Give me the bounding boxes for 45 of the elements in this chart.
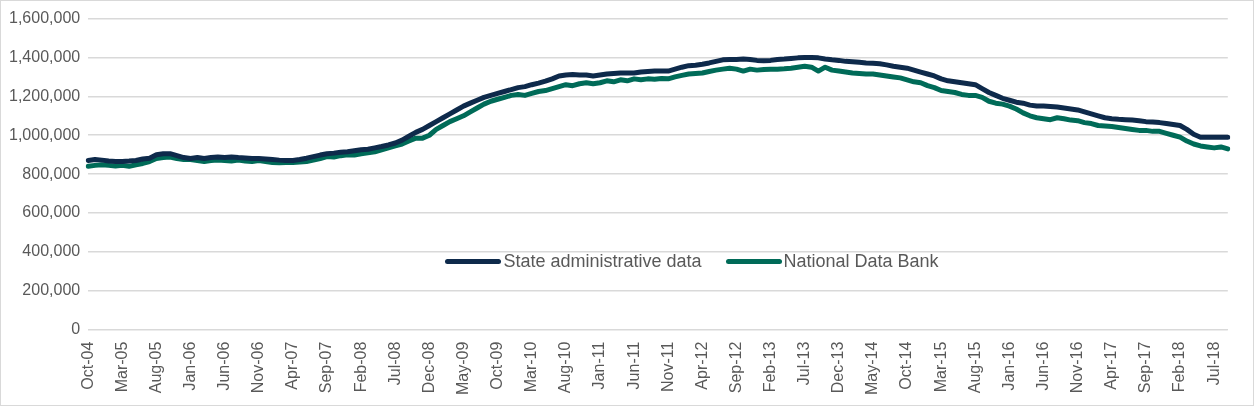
x-tick-label: Jan-11 xyxy=(590,341,608,390)
x-tick-label: Nov-11 xyxy=(658,341,676,393)
y-tick-label: 800,000 xyxy=(22,164,81,182)
x-tick-label: Feb-08 xyxy=(351,341,369,393)
x-tick-label: Dec-13 xyxy=(829,341,847,394)
x-tick-label: Nov-06 xyxy=(249,341,267,394)
x-tick-label: Apr-17 xyxy=(1102,341,1120,390)
y-tick-label: 400,000 xyxy=(22,242,81,260)
x-tick-label: Feb-18 xyxy=(1170,341,1188,393)
x-tick-label: Jul-13 xyxy=(795,341,813,386)
x-tick-label: Jan-06 xyxy=(180,341,198,391)
x-tick-label: Oct-14 xyxy=(897,341,915,390)
x-tick-label: Apr-12 xyxy=(692,341,710,390)
x-tick-label: May-09 xyxy=(453,341,471,396)
x-tick-label: Aug-15 xyxy=(965,341,983,394)
y-tick-label: 600,000 xyxy=(22,203,81,221)
x-tick-label: Mar-15 xyxy=(931,341,949,393)
x-tick-label: Aug-05 xyxy=(146,341,164,394)
x-tick-label: Jun-16 xyxy=(1033,341,1051,391)
y-tick-label: 1,000,000 xyxy=(8,125,81,143)
x-tick-label: Oct-09 xyxy=(488,341,506,390)
y-tick-label: 0 xyxy=(71,320,81,338)
y-tick-label: 1,200,000 xyxy=(8,86,81,104)
x-tick-label: May-14 xyxy=(863,341,881,396)
x-tick-label: Jun-06 xyxy=(215,341,233,391)
x-tick-label: Jan-16 xyxy=(999,341,1017,391)
x-tick-label: Feb-13 xyxy=(760,341,778,393)
x-tick-label: Jul-18 xyxy=(1204,341,1222,386)
x-tick-label: Mar-10 xyxy=(522,341,540,393)
y-tick-label: 1,600,000 xyxy=(8,9,81,27)
x-tick-label: Sep-07 xyxy=(317,341,335,394)
x-tick-label: Sep-12 xyxy=(726,341,744,394)
x-tick-label: Oct-04 xyxy=(78,341,96,390)
x-tick-label: Dec-08 xyxy=(419,341,437,394)
legend-label: National Data Bank xyxy=(783,251,939,272)
x-tick-label: Apr-07 xyxy=(283,341,301,390)
x-tick-label: Sep-17 xyxy=(1136,341,1154,394)
y-tick-label: 200,000 xyxy=(22,281,81,299)
legend-label: State administrative data xyxy=(503,251,702,272)
x-tick-label: Jul-08 xyxy=(385,341,403,386)
x-tick-label: Jun-11 xyxy=(624,341,642,390)
y-tick-label: 1,400,000 xyxy=(8,47,81,65)
x-tick-label: Mar-05 xyxy=(112,341,130,393)
x-tick-label: Nov-16 xyxy=(1068,341,1086,394)
x-tick-label: Aug-10 xyxy=(556,341,574,394)
